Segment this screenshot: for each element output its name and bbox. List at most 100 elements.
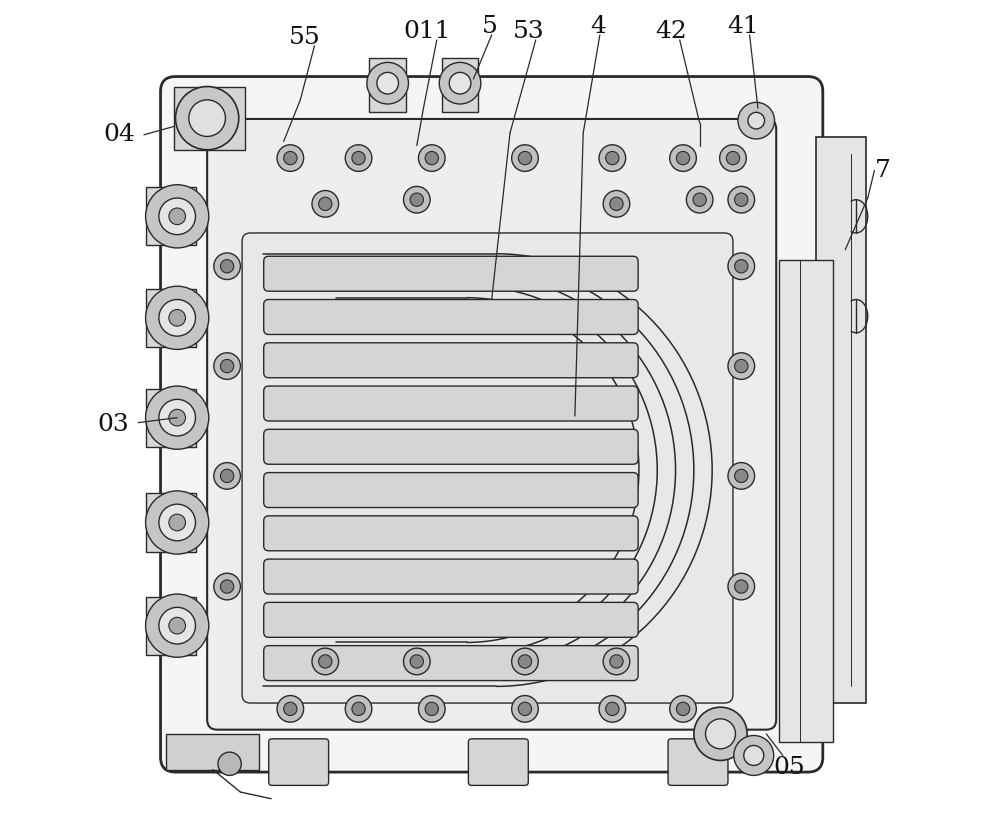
Circle shape <box>735 359 748 373</box>
FancyBboxPatch shape <box>264 516 638 551</box>
Circle shape <box>728 463 755 489</box>
Circle shape <box>694 707 747 760</box>
Circle shape <box>319 197 332 210</box>
Circle shape <box>720 145 746 171</box>
FancyBboxPatch shape <box>264 429 638 464</box>
Circle shape <box>284 151 297 165</box>
Text: 4: 4 <box>590 15 606 38</box>
Circle shape <box>214 463 240 489</box>
Circle shape <box>670 696 696 722</box>
Circle shape <box>220 469 234 483</box>
Circle shape <box>748 112 765 129</box>
Circle shape <box>599 696 626 722</box>
Circle shape <box>214 573 240 600</box>
Circle shape <box>345 145 372 171</box>
Circle shape <box>512 648 538 675</box>
Bar <box>146 493 196 552</box>
Circle shape <box>439 62 481 104</box>
Circle shape <box>146 386 209 449</box>
FancyBboxPatch shape <box>264 300 638 334</box>
Circle shape <box>169 310 186 326</box>
Bar <box>174 87 245 150</box>
FancyBboxPatch shape <box>161 77 823 772</box>
Circle shape <box>410 193 423 206</box>
Text: 04: 04 <box>103 123 135 146</box>
Bar <box>146 187 196 245</box>
Circle shape <box>159 300 195 336</box>
FancyBboxPatch shape <box>264 343 638 378</box>
Circle shape <box>686 186 713 213</box>
FancyBboxPatch shape <box>269 739 329 785</box>
Bar <box>779 260 833 742</box>
Text: 41: 41 <box>727 15 759 38</box>
FancyBboxPatch shape <box>668 739 728 785</box>
FancyBboxPatch shape <box>468 739 528 785</box>
Circle shape <box>146 491 209 554</box>
Circle shape <box>146 286 209 349</box>
Circle shape <box>220 580 234 593</box>
Text: 05: 05 <box>774 755 805 779</box>
Circle shape <box>418 145 445 171</box>
Circle shape <box>728 353 755 379</box>
Circle shape <box>734 735 774 775</box>
Circle shape <box>449 72 471 94</box>
Bar <box>146 289 196 347</box>
Text: 5: 5 <box>482 15 498 38</box>
FancyBboxPatch shape <box>264 646 638 681</box>
Circle shape <box>367 62 408 104</box>
Circle shape <box>218 752 241 775</box>
Circle shape <box>518 702 532 716</box>
Circle shape <box>189 100 225 136</box>
Circle shape <box>169 617 186 634</box>
Text: 42: 42 <box>656 20 687 43</box>
Text: 55: 55 <box>289 26 320 49</box>
Circle shape <box>214 353 240 379</box>
Bar <box>816 137 866 703</box>
FancyBboxPatch shape <box>264 386 638 421</box>
Circle shape <box>676 151 690 165</box>
Circle shape <box>728 186 755 213</box>
Circle shape <box>418 696 445 722</box>
Circle shape <box>670 145 696 171</box>
Circle shape <box>735 193 748 206</box>
Circle shape <box>735 260 748 273</box>
Circle shape <box>603 191 630 217</box>
Circle shape <box>735 580 748 593</box>
FancyBboxPatch shape <box>264 602 638 637</box>
Circle shape <box>169 208 186 225</box>
Circle shape <box>377 72 398 94</box>
Circle shape <box>220 359 234 373</box>
Circle shape <box>352 702 365 716</box>
Circle shape <box>599 145 626 171</box>
Circle shape <box>726 151 740 165</box>
Circle shape <box>277 696 304 722</box>
Circle shape <box>693 193 706 206</box>
Circle shape <box>146 185 209 248</box>
Circle shape <box>403 186 430 213</box>
Circle shape <box>728 253 755 280</box>
Circle shape <box>518 151 532 165</box>
Bar <box>146 389 196 447</box>
FancyBboxPatch shape <box>207 119 776 730</box>
FancyBboxPatch shape <box>264 256 638 291</box>
Circle shape <box>345 696 372 722</box>
Circle shape <box>610 655 623 668</box>
Circle shape <box>146 594 209 657</box>
Circle shape <box>159 399 195 436</box>
Circle shape <box>728 573 755 600</box>
Circle shape <box>312 648 339 675</box>
Circle shape <box>159 504 195 541</box>
Circle shape <box>610 197 623 210</box>
Circle shape <box>284 702 297 716</box>
Circle shape <box>319 655 332 668</box>
Circle shape <box>606 151 619 165</box>
Circle shape <box>214 253 240 280</box>
Circle shape <box>159 607 195 644</box>
FancyBboxPatch shape <box>264 473 638 508</box>
FancyBboxPatch shape <box>264 559 638 594</box>
Circle shape <box>512 145 538 171</box>
Circle shape <box>425 702 438 716</box>
Bar <box>442 58 478 112</box>
Text: 7: 7 <box>875 159 891 182</box>
Circle shape <box>603 648 630 675</box>
